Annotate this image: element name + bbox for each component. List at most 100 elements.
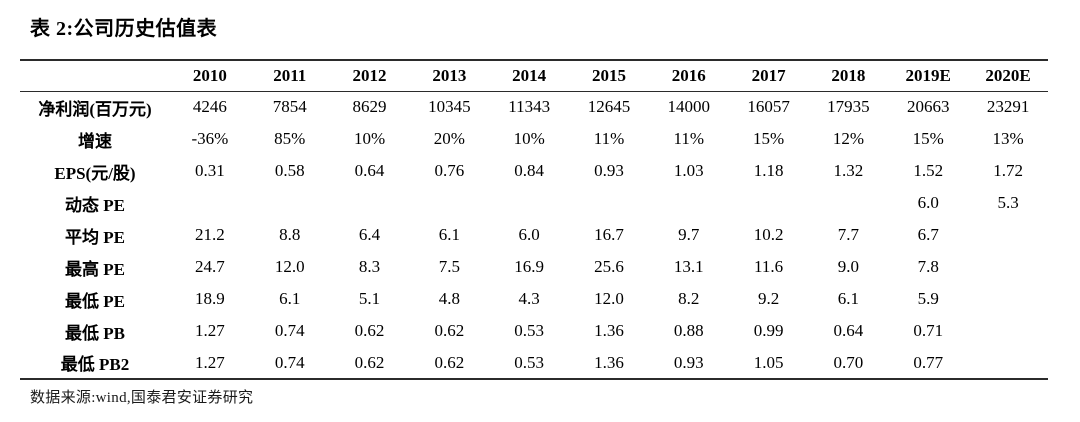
value-cell: [729, 187, 809, 219]
value-cell: 14000: [667, 97, 711, 117]
value-cell: 6.7: [917, 225, 939, 244]
value-cell: [968, 219, 1048, 251]
row-label: 净利润(百万元): [38, 99, 152, 119]
data-source-note: 数据来源:wind,国泰君安证券研究: [30, 390, 254, 406]
value-cell: 5.1: [358, 289, 381, 308]
value-cell: 20%: [433, 129, 465, 148]
value-cell: 4.3: [518, 289, 540, 308]
value-cell: 8.3: [358, 257, 381, 276]
row-label: 增速: [78, 131, 112, 151]
value-cell: 12645: [587, 97, 631, 117]
value-cell: [489, 187, 569, 219]
table-title: 表 2:公司历史估值表: [30, 18, 218, 40]
value-cell: 9.0: [837, 257, 860, 276]
value-cell: 1.32: [833, 161, 864, 180]
value-cell: [649, 187, 729, 219]
year-column-header: 2017: [751, 65, 786, 85]
year-column-header: 2014: [512, 65, 547, 85]
value-cell: 7.7: [837, 225, 860, 244]
year-column-header: 2019E: [905, 65, 951, 85]
value-cell: 1.18: [753, 161, 784, 180]
value-cell: [409, 187, 489, 219]
year-column-header: 2015: [591, 65, 626, 85]
value-cell: 5.3: [997, 193, 1019, 212]
value-cell: 10345: [428, 97, 471, 117]
value-cell: 6.0: [917, 193, 939, 212]
value-cell: 1.05: [753, 352, 784, 372]
value-cell: 0.62: [434, 321, 465, 340]
value-cell: [968, 283, 1048, 315]
value-cell: 0.64: [354, 161, 385, 180]
table-row: 最低 PE 18.9 6.1 5.1 4.8 4.3 12.0 8.2 9.2 6.1 5.9: [20, 283, 1048, 315]
value-cell: 1.36: [594, 321, 624, 340]
value-cell: 1.03: [673, 161, 704, 180]
table-row: 净利润(百万元) 4246 7854 8629 10345 11343 12645 14000…: [20, 91, 1048, 123]
value-cell: 8629: [352, 97, 387, 117]
value-cell: 85%: [274, 129, 306, 148]
row-label: EPS(元/股): [54, 163, 136, 183]
value-cell: 11343: [508, 97, 551, 117]
value-cell: 6.1: [837, 289, 860, 308]
value-cell: 0.53: [514, 352, 545, 372]
valuation-table-header: 2010 2011 2012 2013 2014 2015 2016 2017 2018 2019…: [20, 60, 1048, 91]
value-cell: 24.7: [195, 257, 225, 276]
year-column-header: 2010: [192, 65, 227, 85]
table-row: 最低 PB 1.27 0.74 0.62 0.62 0.53 1.36 0.88 0.99 0.6…: [20, 315, 1048, 347]
value-cell: [330, 187, 410, 219]
value-cell: [968, 347, 1048, 379]
value-cell: 12.0: [274, 257, 305, 276]
value-cell: 12%: [832, 129, 864, 148]
value-cell: 0.53: [514, 321, 545, 340]
row-label: 最高 PE: [65, 259, 125, 279]
year-column-header: 2020E: [985, 65, 1031, 85]
value-cell: 0.93: [594, 161, 624, 180]
valuation-table: 2010 2011 2012 2013 2014 2015 2016 2017 2018 2019…: [20, 59, 1048, 380]
value-cell: [809, 187, 889, 219]
value-cell: 0.76: [434, 161, 465, 180]
value-cell: 23291: [986, 97, 1030, 117]
value-cell: 6.1: [438, 225, 460, 244]
value-cell: 1.27: [195, 321, 225, 340]
value-cell: 9.2: [757, 289, 780, 308]
value-cell: 10.2: [753, 225, 784, 244]
value-cell: 0.77: [913, 352, 944, 372]
value-cell: 17935: [827, 97, 870, 117]
table-row: 最高 PE 24.7 12.0 8.3 7.5 16.9 25.6 13.1 11.6 9.0 7.…: [20, 251, 1048, 283]
table-row: 最低 PB2 1.27 0.74 0.62 0.62 0.53 1.36 0.93 1.05 0.…: [20, 347, 1048, 379]
value-cell: [968, 315, 1048, 347]
value-cell: 0.70: [833, 352, 864, 372]
header-row: 2010 2011 2012 2013 2014 2015 2016 2017 2018 2019…: [20, 60, 1048, 91]
value-cell: 16.9: [514, 257, 545, 276]
value-cell: 0.74: [274, 352, 305, 372]
value-cell: 0.93: [673, 352, 704, 372]
value-cell: 7.5: [438, 257, 460, 276]
value-cell: 7854: [272, 97, 307, 117]
value-cell: -36%: [191, 129, 229, 148]
value-cell: 4246: [192, 97, 227, 117]
value-cell: 0.88: [673, 321, 704, 340]
value-cell: 0.84: [514, 161, 545, 180]
value-cell: 11.6: [754, 257, 784, 276]
value-cell: 25.6: [594, 257, 624, 276]
value-cell: 8.2: [678, 289, 700, 308]
value-cell: 16057: [747, 97, 790, 117]
value-cell: 0.31: [195, 161, 225, 180]
year-column-header: 2018: [831, 65, 866, 85]
value-cell: 15%: [753, 129, 785, 148]
value-cell: 0.71: [913, 321, 944, 340]
value-cell: 10%: [353, 129, 386, 148]
value-cell: 0.62: [354, 321, 385, 340]
value-cell: 16.7: [594, 225, 624, 244]
value-cell: [170, 187, 250, 219]
value-cell: 1.52: [913, 161, 944, 180]
value-cell: 6.0: [518, 225, 540, 244]
value-cell: 1.36: [594, 352, 624, 372]
table-row: 平均 PE 21.2 8.8 6.4 6.1 6.0 16.7 9.7 10.2 7.7 6.7: [20, 219, 1048, 251]
year-column-header: 2016: [671, 65, 706, 85]
value-cell: 0.62: [434, 352, 465, 372]
value-cell: 11%: [593, 129, 625, 148]
value-cell: 1.72: [993, 161, 1023, 180]
value-cell: 0.64: [833, 321, 864, 340]
value-cell: 9.7: [678, 225, 700, 244]
